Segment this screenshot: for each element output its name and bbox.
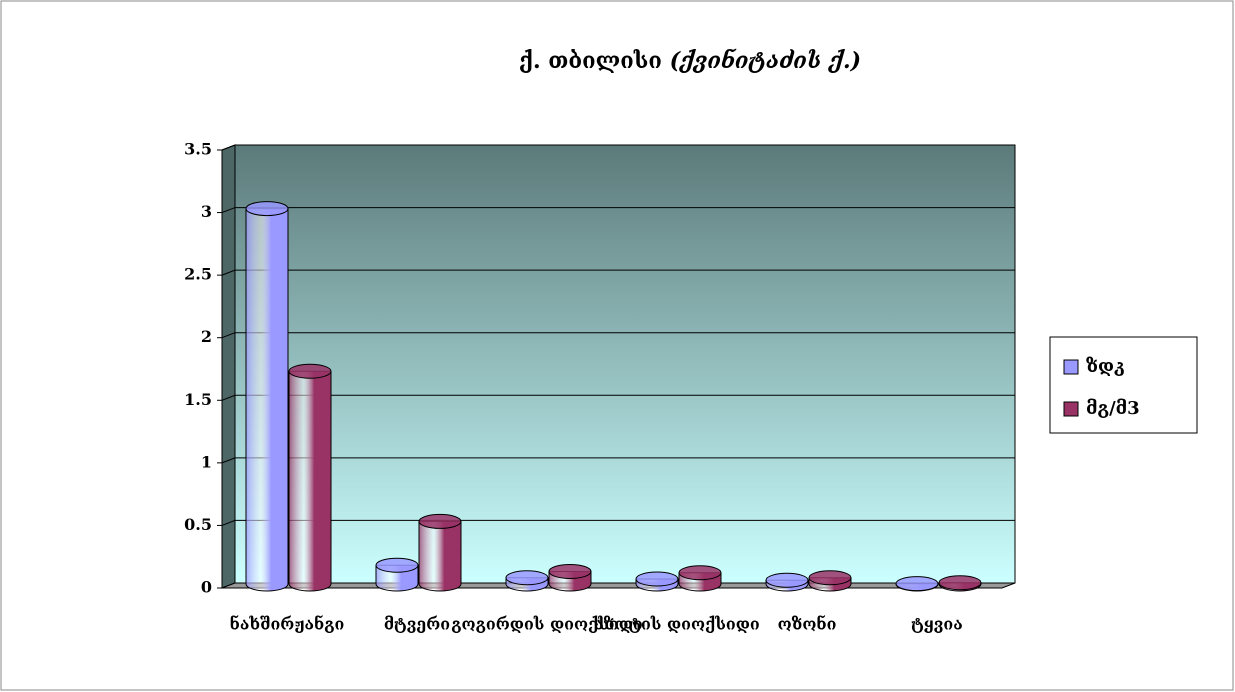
y-tick-label: 2.5 xyxy=(184,265,212,284)
y-tick-label: 0.5 xyxy=(184,515,212,534)
chart-title: ქ. თბილისი (ქვინიტაძის ქ.) xyxy=(519,48,861,74)
y-tick-label: 0 xyxy=(201,578,212,597)
grid-line xyxy=(221,394,1015,401)
bar xyxy=(418,520,462,592)
title-main: ქ. თბილისი xyxy=(519,48,662,74)
y-tick-label: 2 xyxy=(201,327,212,346)
bar-top xyxy=(245,201,289,217)
bar-top xyxy=(895,576,939,592)
x-tick-label: ოზონი xyxy=(778,615,837,634)
x-tick-label: მტვერი xyxy=(384,615,450,634)
grid-line xyxy=(221,207,1015,214)
x-tick-label: ტყვია xyxy=(911,615,963,634)
grid-line xyxy=(221,144,1015,151)
bar-top xyxy=(548,563,592,579)
grid-line xyxy=(221,519,1015,526)
bar-top xyxy=(765,572,809,588)
legend xyxy=(1049,336,1198,434)
bar-top xyxy=(678,565,722,581)
bar-top xyxy=(938,575,982,591)
bar-top xyxy=(808,570,852,586)
back-wall xyxy=(234,144,1016,584)
legend-swatch xyxy=(1063,401,1079,417)
grid-line xyxy=(221,457,1015,464)
y-tick-label: 3 xyxy=(201,202,212,221)
x-tick-label: აზოტის დიოქსიდი xyxy=(594,615,760,634)
legend-label: ზდკ xyxy=(1086,356,1125,377)
bar xyxy=(288,370,332,592)
grid-line xyxy=(221,269,1015,276)
legend-label: მგ/მ3 xyxy=(1086,398,1140,419)
bar-top xyxy=(505,570,549,586)
bar-top xyxy=(375,557,419,573)
legend-swatch xyxy=(1063,359,1079,375)
y-tick-label: 1.5 xyxy=(184,390,212,409)
bar xyxy=(245,208,289,592)
title-sub: (ქვინიტაძის ქ.) xyxy=(670,48,862,74)
x-tick-label: გოგირდის დიოქსიდი xyxy=(451,615,642,634)
y-tick-label: 1 xyxy=(201,452,212,471)
bar-top xyxy=(288,363,332,379)
grid-line xyxy=(221,332,1015,339)
bar-top xyxy=(635,571,679,587)
x-tick-label: ნახშირჟანგი xyxy=(230,615,345,634)
y-tick-label: 3.5 xyxy=(184,140,212,159)
bar-top xyxy=(418,513,462,529)
